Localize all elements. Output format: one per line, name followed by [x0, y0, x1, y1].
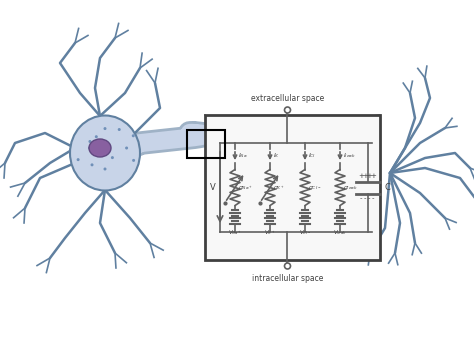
- Circle shape: [111, 156, 114, 159]
- Bar: [187, 130, 225, 158]
- Circle shape: [125, 147, 128, 150]
- Text: -: -: [364, 196, 366, 201]
- Text: $g_{Cl^-}$: $g_{Cl^-}$: [308, 183, 321, 191]
- Circle shape: [91, 163, 93, 166]
- Circle shape: [132, 134, 135, 137]
- Circle shape: [103, 167, 107, 171]
- FancyBboxPatch shape: [205, 115, 380, 260]
- Text: V: V: [210, 183, 216, 192]
- Circle shape: [95, 135, 98, 138]
- Text: C: C: [385, 183, 391, 192]
- Text: +: +: [358, 173, 364, 179]
- Text: extracellular space: extracellular space: [251, 94, 324, 103]
- Text: $V_{K^+}$: $V_{K^+}$: [264, 228, 275, 237]
- Text: $g_{K^+}$: $g_{K^+}$: [273, 183, 285, 191]
- Text: $I_K$: $I_K$: [273, 151, 280, 160]
- Text: -: -: [360, 196, 362, 201]
- Text: intracellular space: intracellular space: [252, 274, 323, 283]
- Text: +: +: [362, 173, 368, 179]
- Text: $g_{leak}$: $g_{leak}$: [343, 183, 358, 191]
- Ellipse shape: [70, 116, 140, 190]
- Text: -: -: [368, 196, 370, 201]
- Ellipse shape: [89, 139, 111, 157]
- Text: -: -: [372, 196, 374, 201]
- Circle shape: [77, 158, 80, 161]
- Circle shape: [89, 140, 91, 143]
- Text: $V_{leak}$: $V_{leak}$: [333, 228, 347, 237]
- Circle shape: [284, 263, 291, 269]
- Text: +: +: [366, 173, 372, 179]
- Text: $g_{Na^+}$: $g_{Na^+}$: [238, 183, 253, 191]
- Text: $V_{Na^+}$: $V_{Na^+}$: [228, 228, 242, 237]
- Text: +: +: [370, 173, 376, 179]
- Circle shape: [132, 159, 135, 162]
- Circle shape: [88, 147, 91, 150]
- Circle shape: [118, 128, 121, 131]
- Circle shape: [284, 107, 291, 113]
- Text: $I_{Na}$: $I_{Na}$: [238, 151, 247, 160]
- Text: $I_{Cl}$: $I_{Cl}$: [308, 151, 316, 160]
- Text: $I_{leak}$: $I_{leak}$: [343, 151, 356, 160]
- Text: $V_{Cl^-}$: $V_{Cl^-}$: [299, 228, 311, 237]
- Circle shape: [103, 127, 107, 130]
